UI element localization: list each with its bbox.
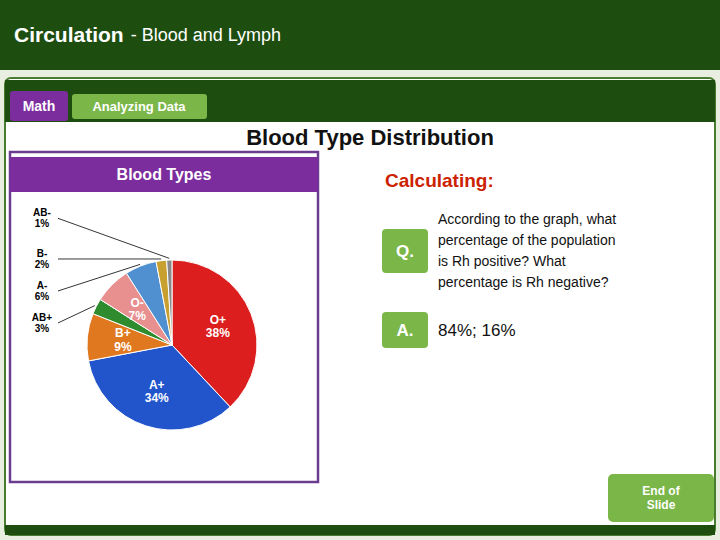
slice-label: O-7% <box>128 296 146 323</box>
slice-label: B+9% <box>114 326 132 353</box>
question-text: According to the graph, what percentage o… <box>438 211 616 290</box>
slice-value: 1% <box>35 218 50 229</box>
slice-label: A+34% <box>145 378 169 405</box>
text-line: is Rh positive? What <box>438 253 566 269</box>
leader-line <box>58 306 95 323</box>
slice-category: B+ <box>115 326 131 340</box>
slice-value: 6% <box>35 291 50 302</box>
slice-category: AB+ <box>32 312 52 323</box>
text-line: End of <box>642 484 680 498</box>
pie-slice <box>89 345 231 430</box>
content-area <box>5 78 715 535</box>
pie-slice <box>167 260 172 345</box>
bottom-strip <box>5 525 715 535</box>
chart-title: Blood Types <box>117 166 212 183</box>
header-title: Circulation <box>14 23 124 46</box>
answer-text: 84%; 16% <box>438 321 516 340</box>
chart-panel <box>10 152 318 482</box>
a-label: A. <box>397 321 414 340</box>
leader-line <box>58 218 169 258</box>
slice-category: O- <box>130 296 143 310</box>
leader-line <box>58 258 161 259</box>
slice-label-outside: B-2% <box>35 248 50 270</box>
text-line: percentage is Rh negative? <box>438 274 609 290</box>
leader-line <box>58 264 140 291</box>
slice-value: 2% <box>35 259 50 270</box>
text-line: Slide <box>647 498 676 512</box>
text-line: According to the graph, what <box>438 211 616 227</box>
slice-label: O+38% <box>206 313 230 340</box>
chart-title-bar <box>10 157 318 192</box>
pie: O+38% A+34% B+9% O-7% <box>87 260 257 430</box>
slice-value: 3% <box>35 323 50 334</box>
slice-value: 7% <box>128 309 146 323</box>
end-slide-tab <box>608 474 714 522</box>
slice-label-outside: AB-1% <box>33 207 51 229</box>
header-subtitle: - Blood and Lymph <box>131 25 281 45</box>
a-badge <box>382 312 428 348</box>
slide-title: Blood Type Distribution <box>246 125 494 150</box>
slice-label-outside: A-6% <box>35 280 50 302</box>
q-label: Q. <box>396 242 414 261</box>
slice-value: 9% <box>114 340 132 354</box>
pie-slice <box>156 260 172 345</box>
slide: Circulation - Blood and Lymph Math Analyzin… <box>0 0 720 540</box>
top-strip <box>5 80 715 122</box>
text-line: percentage of the population <box>438 232 615 248</box>
math-label: Math <box>23 98 56 114</box>
analyzing-tab <box>72 94 207 119</box>
slice-category: A+ <box>149 378 165 392</box>
header-bar <box>0 0 720 70</box>
end-slide-text: End ofSlide <box>642 484 680 512</box>
slide-background <box>0 0 720 540</box>
math-tab <box>10 91 68 121</box>
slice-label-outside: AB+3% <box>32 312 52 334</box>
slice-category: B- <box>37 248 48 259</box>
slice-category: AB- <box>33 207 51 218</box>
q-badge <box>382 229 428 273</box>
slice-category: O+ <box>210 313 226 327</box>
slice-category: A- <box>37 280 48 291</box>
analyzing-label: Analyzing Data <box>92 99 186 114</box>
slice-value: 34% <box>145 391 169 405</box>
calculating-label: Calculating: <box>385 170 494 191</box>
slice-value: 38% <box>206 326 230 340</box>
